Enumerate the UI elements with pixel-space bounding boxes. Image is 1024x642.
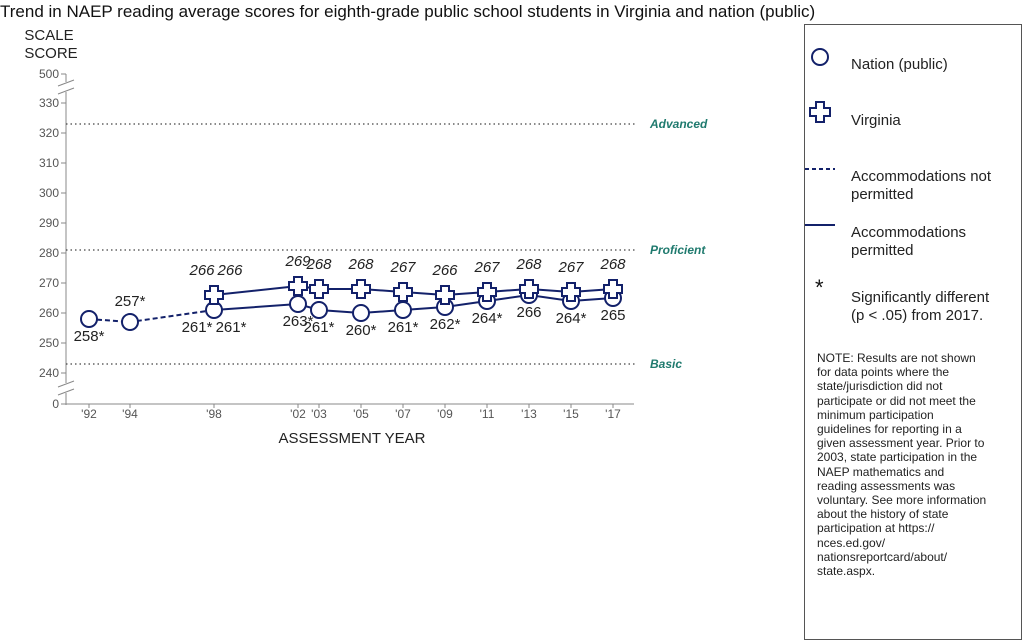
- x-tick-label: '94: [122, 407, 138, 421]
- x-tick-label: '13: [521, 407, 537, 421]
- legend-note: NOTE: Results are not shown for data poi…: [817, 351, 987, 579]
- virginia-data-label: 266: [188, 262, 215, 279]
- virginia-point-marker: [351, 279, 371, 299]
- x-axis-title: ASSESSMENT YEAR: [279, 430, 426, 447]
- achievement-label-proficient: Proficient: [650, 243, 706, 257]
- virginia-data-label: 268: [515, 256, 542, 273]
- y-axis-title-line1: SCALE: [24, 27, 73, 44]
- y-tick-label: 290: [39, 216, 59, 230]
- legend-virginia-label: Virginia: [851, 112, 901, 129]
- legend-virginia-marker: [809, 101, 831, 123]
- virginia-data-label: 268: [347, 256, 374, 273]
- virginia-point-marker: [603, 279, 623, 299]
- virginia-data-label: 266: [216, 262, 243, 279]
- legend-not-permitted-label: Accommodations not permitted: [851, 168, 992, 203]
- nation-point-marker: [352, 304, 370, 322]
- y-tick-label: 240: [39, 366, 59, 380]
- virginia-data-label: 268: [599, 256, 626, 273]
- x-tick-label: '02: [290, 407, 306, 421]
- series-line-nation-permitted: [213, 293, 614, 315]
- virginia-point-marker: [309, 279, 329, 299]
- legend: Nation (public) Virginia Accommodations …: [804, 24, 1022, 640]
- nation-data-label: 258*: [74, 328, 105, 345]
- virginia-point-marker: [477, 282, 497, 302]
- x-tick-label: '17: [605, 407, 621, 421]
- x-tick-label: '92: [81, 407, 97, 421]
- x-tick-label: '15: [563, 407, 579, 421]
- x-tick-label: '05: [353, 407, 369, 421]
- virginia-point-marker: [519, 279, 539, 299]
- nation-point-marker: [394, 301, 412, 319]
- legend-symbols: [805, 48, 835, 226]
- achievement-label-basic: Basic: [650, 357, 682, 371]
- legend-star-symbol: *: [815, 275, 824, 300]
- nation-data-label: 264*: [556, 310, 587, 327]
- virginia-data-label: 266: [431, 262, 458, 279]
- y-tick-label: 250: [39, 336, 59, 350]
- x-tick-label: '03: [311, 407, 327, 421]
- x-tick-label: '98: [206, 407, 222, 421]
- nation-point-marker: [121, 313, 139, 331]
- y-tick-label: 500: [39, 67, 59, 81]
- virginia-point-marker: [204, 285, 224, 305]
- axis-break-mark: [57, 380, 75, 388]
- virginia-data-label: 268: [305, 256, 332, 273]
- x-tick-label: '07: [395, 407, 411, 421]
- virginia-point-marker: [561, 282, 581, 302]
- legend-significance-label: Significantly different (p < .05) from 2…: [851, 289, 990, 324]
- axis-break-mark: [57, 87, 75, 95]
- axis-break-mark: [57, 79, 75, 87]
- y-tick-label: 0: [52, 397, 59, 411]
- virginia-data-label: 269: [284, 253, 311, 270]
- nation-data-label: 261*: [304, 319, 335, 336]
- virginia-point-marker: [435, 285, 455, 305]
- y-tick-label: 310: [39, 156, 59, 170]
- nation-point-marker: [310, 301, 328, 319]
- virginia-data-label: 267: [389, 259, 416, 276]
- nation-data-label: 261*: [216, 319, 247, 336]
- nation-data-label: 263*: [283, 313, 314, 330]
- virginia-point-marker: [393, 282, 413, 302]
- nation-data-label: 261*: [182, 319, 213, 336]
- axis-break-mark: [57, 388, 75, 396]
- nation-data-label: 260*: [346, 322, 377, 339]
- nation-point-marker: [80, 310, 98, 328]
- x-tick-label: '09: [437, 407, 453, 421]
- virginia-point-marker: [288, 276, 308, 296]
- nation-data-label: 262*: [430, 316, 461, 333]
- nation-data-label: 257*: [115, 293, 146, 310]
- nation-data-label: 264*: [472, 310, 503, 327]
- legend-permitted-label: Accommodations permitted: [851, 224, 967, 259]
- y-tick-label: 330: [39, 96, 59, 110]
- series-line-virginia-permitted: [213, 284, 614, 297]
- virginia-data-label: 267: [473, 259, 500, 276]
- achievement-label-advanced: Advanced: [649, 117, 708, 131]
- nation-point-marker: [289, 295, 307, 313]
- chart-title: Trend in NAEP reading average scores for…: [0, 2, 816, 21]
- y-tick-label: 270: [39, 276, 59, 290]
- nation-data-label: 266: [516, 304, 541, 321]
- y-tick-label: 320: [39, 126, 59, 140]
- x-tick-label: '11: [480, 407, 495, 421]
- nation-data-label: 261*: [388, 319, 419, 336]
- virginia-data-label: 267: [557, 259, 584, 276]
- y-tick-label: 300: [39, 186, 59, 200]
- y-axis-title-line2: SCORE: [24, 45, 77, 62]
- nation-data-label: 265: [600, 307, 625, 324]
- y-tick-label: 260: [39, 306, 59, 320]
- y-tick-label: 280: [39, 246, 59, 260]
- legend-nation-marker: [811, 48, 829, 66]
- legend-nation-label: Nation (public): [851, 56, 948, 73]
